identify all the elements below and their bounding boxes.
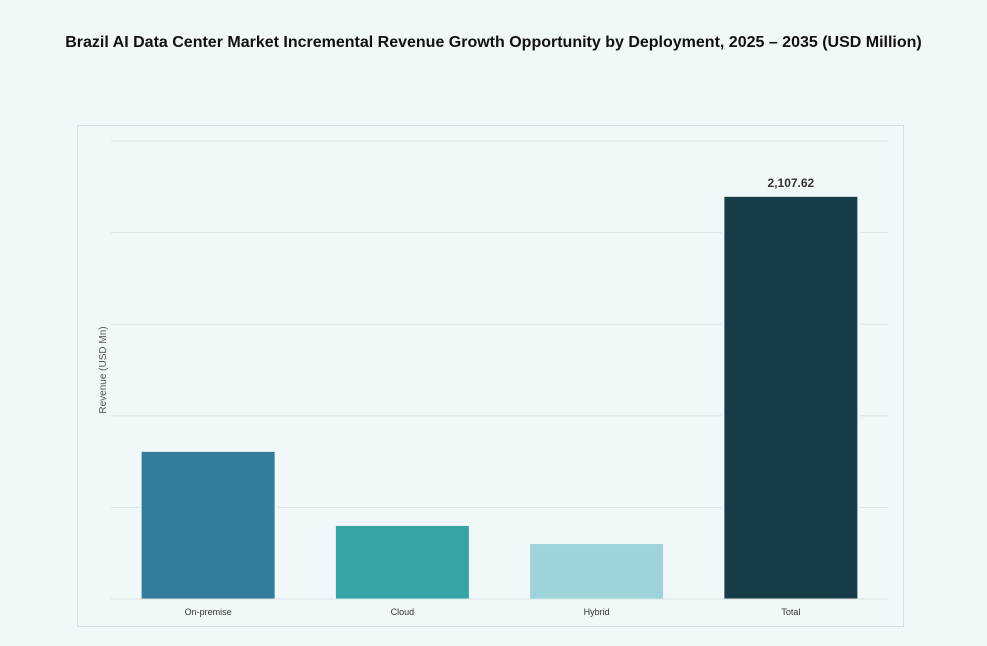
x-tick-label: On-premise: [185, 607, 232, 617]
x-tick-label: Total: [781, 607, 800, 617]
bar-total: [724, 196, 858, 600]
x-tick-label: Hybrid: [584, 607, 610, 617]
data-label: 2,107.62: [768, 176, 815, 190]
y-axis-label: Revenue (USD Mn): [98, 326, 109, 413]
chart-title: Brazil AI Data Center Market Incremental…: [65, 34, 922, 51]
bar-on-premise: [141, 451, 275, 599]
bar-hybrid: [530, 544, 664, 599]
bar-cloud: [335, 525, 469, 599]
chart-frame: [77, 125, 904, 627]
x-tick-label: Cloud: [391, 607, 415, 617]
